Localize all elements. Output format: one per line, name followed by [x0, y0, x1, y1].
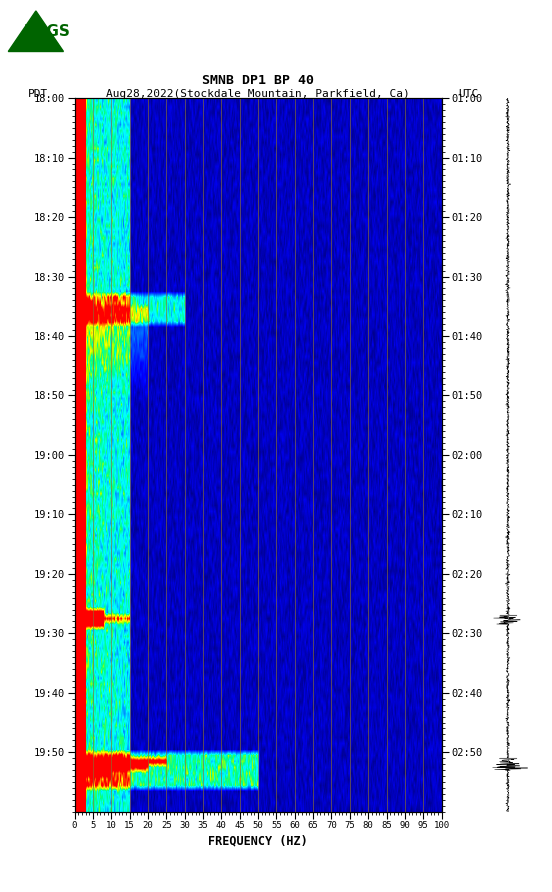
Polygon shape [8, 11, 63, 52]
Text: SMNB DP1 BP 40: SMNB DP1 BP 40 [202, 74, 314, 87]
X-axis label: FREQUENCY (HZ): FREQUENCY (HZ) [208, 835, 308, 847]
Text: Aug28,2022(Stockdale Mountain, Parkfield, Ca): Aug28,2022(Stockdale Mountain, Parkfield… [106, 88, 410, 99]
Text: PDT: PDT [28, 88, 48, 99]
Text: UTC: UTC [458, 88, 479, 99]
Text: USGS: USGS [24, 24, 71, 38]
